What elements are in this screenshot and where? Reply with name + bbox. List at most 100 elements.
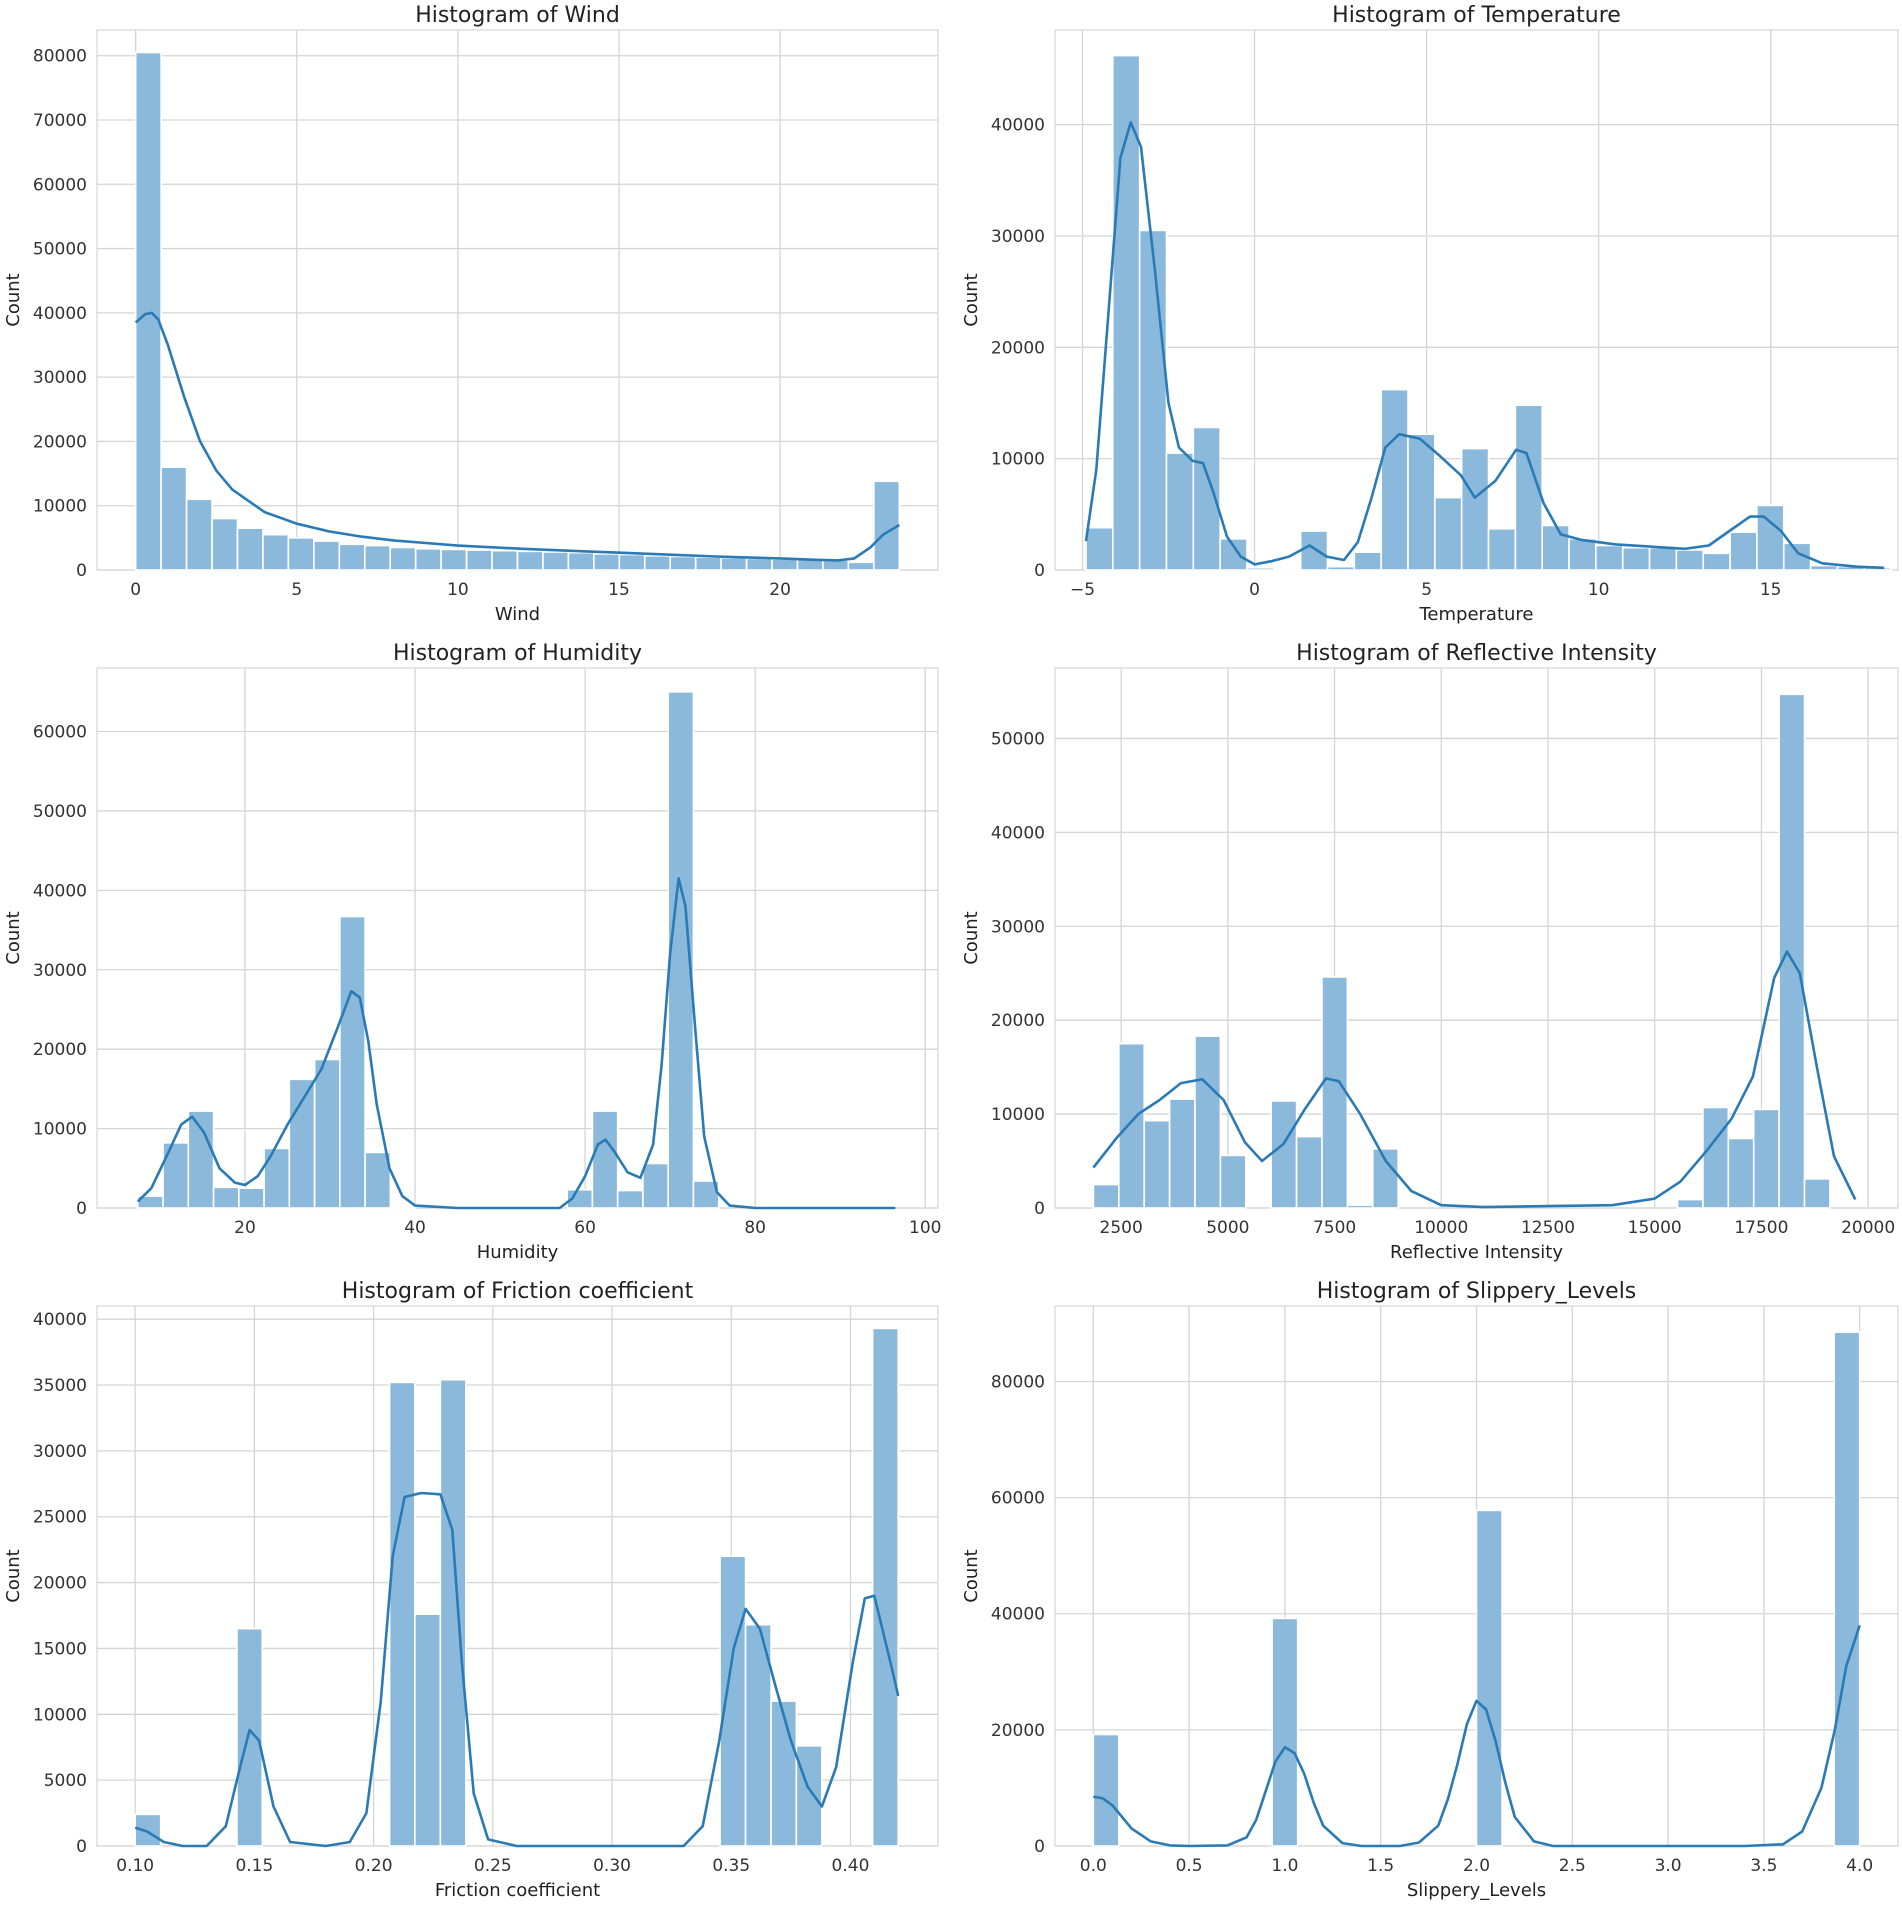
histogram-bar bbox=[616, 1189, 644, 1209]
histogram-bar bbox=[338, 543, 366, 571]
x-tick-label: 3.5 bbox=[1750, 1856, 1777, 1876]
x-tick-label: 0.0 bbox=[1080, 1856, 1107, 1876]
histogram-bar bbox=[389, 546, 417, 571]
plot-area bbox=[96, 29, 939, 571]
x-tick-label: 0 bbox=[130, 580, 141, 600]
x-tick-label: 5000 bbox=[1206, 1218, 1249, 1238]
histogram-bar bbox=[1143, 1119, 1171, 1209]
x-tick-label: 2500 bbox=[1100, 1218, 1143, 1238]
y-tick-label: 0 bbox=[76, 1837, 87, 1857]
histogram-bar bbox=[389, 1206, 417, 1209]
y-tick-label: 40000 bbox=[991, 823, 1045, 843]
x-tick-label: 40 bbox=[404, 1218, 426, 1238]
y-tick-label: 0 bbox=[1034, 561, 1045, 581]
x-tick-label: 0.30 bbox=[593, 1856, 631, 1876]
x-tick-label: 0.5 bbox=[1176, 1856, 1203, 1876]
histogram-bar bbox=[1809, 564, 1839, 571]
x-tick-label: 0.40 bbox=[832, 1856, 870, 1876]
histogram-bar bbox=[1168, 1098, 1196, 1209]
x-tick-label: 10 bbox=[1588, 580, 1610, 600]
x-tick-label: 7500 bbox=[1313, 1218, 1356, 1238]
y-tick-label: 60000 bbox=[33, 175, 87, 195]
kde-curve bbox=[1084, 121, 1885, 570]
x-tick-label: 2.0 bbox=[1463, 1856, 1490, 1876]
histogram-bar bbox=[1321, 976, 1349, 1209]
x-tick-label: 1.5 bbox=[1367, 1856, 1394, 1876]
x-tick-label: 0.25 bbox=[474, 1856, 512, 1876]
y-tick-label: 40000 bbox=[33, 881, 87, 901]
x-tick-label: −5 bbox=[1070, 580, 1095, 600]
histogram-bar bbox=[745, 557, 773, 571]
histogram-bar bbox=[591, 1110, 619, 1209]
y-tick-label: 20000 bbox=[33, 1574, 87, 1594]
chart-title: Histogram of Reflective Intensity bbox=[1296, 641, 1657, 666]
histogram-bar bbox=[439, 1378, 467, 1847]
histogram-bar bbox=[1803, 1178, 1831, 1209]
y-tick-label: 30000 bbox=[33, 368, 87, 388]
histogram-bar bbox=[1475, 1509, 1503, 1847]
kde-curve bbox=[1092, 950, 1857, 1209]
histogram-bar bbox=[491, 549, 519, 571]
histogram-bar bbox=[795, 1745, 823, 1847]
x-tick-label: 10 bbox=[447, 580, 469, 600]
y-tick-label: 40000 bbox=[33, 1310, 87, 1330]
x-tick-label: 0 bbox=[1249, 580, 1260, 600]
kde-curve bbox=[134, 311, 900, 562]
histogram-bar bbox=[1219, 538, 1248, 571]
y-axis-label: Count bbox=[961, 273, 982, 326]
histogram-bar bbox=[771, 558, 799, 571]
histogram-bar bbox=[263, 1147, 291, 1209]
x-axis-label: Temperature bbox=[1418, 604, 1533, 625]
y-tick-label: 60000 bbox=[991, 1489, 1045, 1509]
histogram-bar bbox=[720, 556, 748, 571]
x-tick-label: 3.0 bbox=[1655, 1856, 1682, 1876]
histogram-bar bbox=[1380, 388, 1409, 571]
histogram-bar bbox=[1299, 530, 1329, 571]
histogram-panel-4: 2500 5000 7500 10000 12500 15000 17500 20000 0 10… bbox=[961, 641, 1899, 1263]
y-tick-label: 0 bbox=[76, 561, 87, 581]
y-tick-label: 40000 bbox=[991, 116, 1045, 136]
x-tick-label: 5 bbox=[1421, 580, 1432, 600]
histogram-panel-5: 0.10 0.15 0.20 0.25 0.30 0.35 0.40 0 5000 10000 15… bbox=[3, 1279, 939, 1901]
x-tick-label: 15 bbox=[608, 580, 630, 600]
histogram-bar bbox=[871, 1327, 899, 1847]
histogram-bar bbox=[465, 549, 493, 571]
y-tick-label: 35000 bbox=[33, 1376, 87, 1396]
histogram-bar bbox=[1219, 1154, 1247, 1209]
y-tick-label: 30000 bbox=[991, 227, 1045, 247]
histogram-bar bbox=[1092, 1733, 1120, 1847]
x-tick-label: 0.35 bbox=[712, 1856, 750, 1876]
y-tick-label: 30000 bbox=[991, 917, 1045, 937]
histogram-bar bbox=[694, 556, 722, 571]
x-tick-label: 0.15 bbox=[235, 1856, 273, 1876]
x-tick-label: 0.20 bbox=[355, 1856, 393, 1876]
x-tick-label: 1.0 bbox=[1271, 1856, 1298, 1876]
x-tick-label: 20 bbox=[234, 1218, 256, 1238]
histogram-bar bbox=[1595, 544, 1624, 571]
histogram-bar bbox=[593, 553, 621, 571]
histogram-bar bbox=[1270, 1100, 1298, 1209]
histogram-bar bbox=[339, 915, 366, 1209]
y-tick-label: 60000 bbox=[33, 723, 87, 743]
histogram-bar bbox=[822, 559, 850, 571]
histogram-bar bbox=[1092, 1183, 1120, 1209]
histogram-bar bbox=[1676, 1198, 1704, 1209]
histogram-bar bbox=[262, 533, 290, 571]
histogram-bar bbox=[363, 544, 392, 571]
y-tick-label: 0 bbox=[1034, 1837, 1045, 1857]
y-axis-label: Count bbox=[961, 1549, 982, 1602]
histogram-bar bbox=[1778, 693, 1806, 1209]
histogram-bar bbox=[1756, 504, 1785, 571]
y-axis-label: Count bbox=[3, 1549, 24, 1602]
histogram-bar bbox=[1702, 1106, 1730, 1209]
x-tick-label: 60 bbox=[574, 1218, 596, 1238]
histogram-bar bbox=[238, 1187, 265, 1209]
x-tick-label: 2.5 bbox=[1559, 1856, 1586, 1876]
histogram-bar bbox=[364, 1151, 392, 1209]
x-axis-label: Reflective Intensity bbox=[1390, 1242, 1563, 1263]
y-tick-label: 50000 bbox=[991, 729, 1045, 749]
histogram-bar bbox=[744, 1623, 772, 1847]
histogram-bar bbox=[236, 1627, 264, 1847]
y-axis-label: Count bbox=[3, 911, 24, 964]
